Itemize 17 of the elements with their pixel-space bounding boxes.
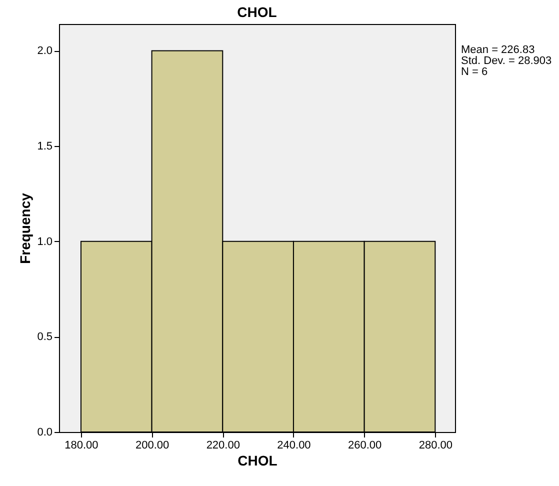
y-tick-label: 1.0 [37,236,52,248]
text: Std. Dev. = 28.903 [461,55,552,67]
x-tick-label: 220.00 [206,440,240,452]
chart-title: CHOL [237,4,278,20]
x-tick-label: 180.00 [64,440,98,452]
text: N = 6 [461,66,488,78]
y-tick-label: 2.0 [37,45,52,58]
text: Mean = 226.83 [461,44,535,56]
y-tick-label: 1.5 [37,140,52,153]
x-axis-title: CHOL [238,452,278,468]
y-tick-label: 0.5 [37,331,52,344]
x-tick-label: 260.00 [348,440,382,452]
x-tick-label: 280.00 [418,440,452,452]
y-axis-title: Frequency [17,192,34,264]
x-tick-label: 200.00 [135,440,170,452]
y-tick-label: 0.0 [37,426,52,438]
x-tick-label: 240.00 [277,440,311,452]
